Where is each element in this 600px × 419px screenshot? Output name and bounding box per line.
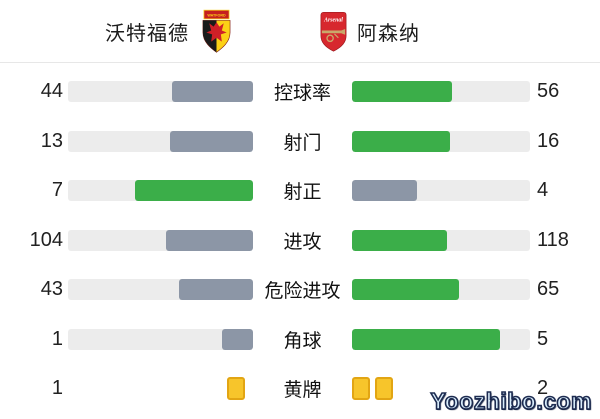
home-stat-bar [68,328,253,350]
arsenal-crest-icon: Arsenal [320,11,347,52]
svg-text:Arsenal: Arsenal [323,17,343,23]
home-stat-value: 43 [40,278,63,301]
yellow-card-icon [227,377,245,401]
home-stat-bar [68,229,253,251]
home-yellow-cards [68,377,253,401]
home-stat-bar-fill [135,180,253,202]
stat-row-corners: 1 角球 5 [0,315,600,365]
svg-text:WATFORD: WATFORD [207,14,226,18]
away-stat-bar-fill [352,180,417,202]
stat-label: 角球 [283,330,322,352]
away-stat-bar-fill [352,229,447,251]
away-yellow-cards [352,377,530,401]
stat-label: 控球率 [273,83,331,105]
home-stat-bar-fill [179,279,253,301]
home-stat-bar [68,279,253,301]
away-stat-value: 5 [537,327,549,350]
stat-row-attacks: 104 进攻 118 [0,216,600,266]
stat-row-yellow-cards: 1 黄牌 2 [0,364,600,414]
stat-row-shots-on-target: 7 射正 4 [0,166,600,216]
away-stat-value: 2 [537,377,549,400]
home-team-header: 沃特福德 WATFORD [105,0,232,63]
away-stat-value: 56 [537,80,560,103]
stat-row-possession: 44 控球率 56 [0,67,600,117]
stat-label: 射门 [283,132,322,154]
away-stat-bar [352,328,530,350]
match-header: 沃特福德 WATFORD Arsenal 阿森纳 [0,0,600,63]
away-stat-bar-fill [352,130,451,152]
away-stat-bar-fill [352,81,452,103]
home-stat-value: 1 [51,377,63,400]
home-stat-bar-fill [222,328,253,350]
home-stat-value: 44 [40,80,63,103]
stat-label: 黄牌 [283,380,322,402]
stat-row-dangerous-attacks: 43 危险进攻 65 [0,265,600,315]
away-stat-bar [352,81,530,103]
home-stat-bar [68,180,253,202]
away-stat-bar-fill [352,279,460,301]
stat-label: 危险进攻 [264,281,341,303]
away-stat-bar [352,279,530,301]
yellow-card-icon [375,377,393,401]
home-stat-bar [68,130,253,152]
away-stat-bar [352,229,530,251]
home-stat-bar-fill [170,130,253,152]
stat-label: 进攻 [283,231,322,253]
away-stat-bar-fill [352,328,501,350]
home-stat-bar-fill [171,81,253,103]
yellow-card-icon [352,377,370,401]
away-team-name: 阿森纳 [357,23,420,45]
home-stat-bar [68,81,253,103]
home-team-name: 沃特福德 [105,23,189,45]
home-stat-value: 104 [29,228,63,251]
away-stat-value: 65 [537,278,560,301]
stat-label: 射正 [283,182,322,204]
stat-row-shots: 13 射门 16 [0,117,600,167]
watermark: Yoozhibo.com [430,387,593,415]
away-stat-value: 16 [537,129,560,152]
away-stat-bar [352,180,530,202]
away-team-header: Arsenal 阿森纳 [318,0,420,63]
home-stat-value: 1 [51,327,63,350]
stats-panel: 44 控球率 56 13 射门 16 7 射正 4 104 进攻 118 43 … [0,67,600,414]
home-stat-value: 7 [51,179,63,202]
away-stat-value: 118 [537,228,569,251]
home-stat-value: 13 [40,129,63,152]
away-stat-bar [352,130,530,152]
away-stat-value: 4 [537,179,549,202]
watford-crest-icon: WATFORD [202,9,231,53]
home-stat-bar-fill [166,229,253,251]
